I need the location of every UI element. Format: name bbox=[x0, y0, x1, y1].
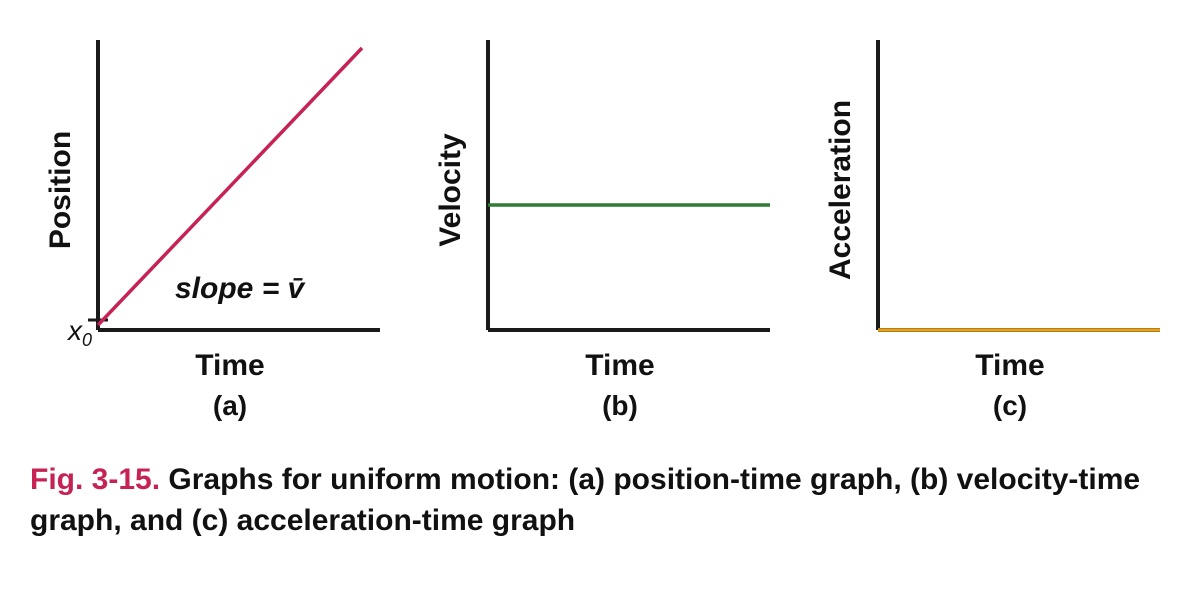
panel-c-sublabel: (c) bbox=[993, 390, 1027, 421]
panel-b-sublabel: (b) bbox=[602, 390, 638, 421]
panel-a-svg: Position x0 slope = v̄ Time (a) bbox=[20, 20, 400, 440]
panel-a-slope-annotation: slope = v̄ bbox=[175, 272, 307, 305]
panel-b-xlabel: Time bbox=[585, 349, 654, 382]
panel-position-time: Position x0 slope = v̄ Time (a) bbox=[20, 20, 400, 440]
panel-b-svg: Velocity Time (b) bbox=[410, 20, 790, 440]
panel-b-ylabel: Velocity bbox=[434, 133, 467, 247]
charts-row: Position x0 slope = v̄ Time (a) Velocity bbox=[20, 20, 1180, 440]
figure-page: Position x0 slope = v̄ Time (a) Velocity bbox=[0, 0, 1200, 606]
panel-c-svg: Acceleration Time (c) bbox=[800, 20, 1180, 440]
panel-a-xlabel: Time bbox=[195, 349, 264, 382]
panel-velocity-time: Velocity Time (b) bbox=[410, 20, 790, 440]
panel-a-ylabel: Position bbox=[44, 131, 77, 249]
figure-number: Fig. 3-15. bbox=[30, 463, 160, 496]
panel-a-sublabel: (a) bbox=[213, 390, 247, 421]
figure-caption: Fig. 3-15. Graphs for uniform motion: (a… bbox=[30, 460, 1170, 541]
figure-caption-text: Graphs for uniform motion: (a) position-… bbox=[30, 463, 1140, 537]
panel-acceleration-time: Acceleration Time (c) bbox=[800, 20, 1180, 440]
panel-c-ylabel: Acceleration bbox=[824, 100, 857, 280]
panel-c-xlabel: Time bbox=[975, 349, 1044, 382]
